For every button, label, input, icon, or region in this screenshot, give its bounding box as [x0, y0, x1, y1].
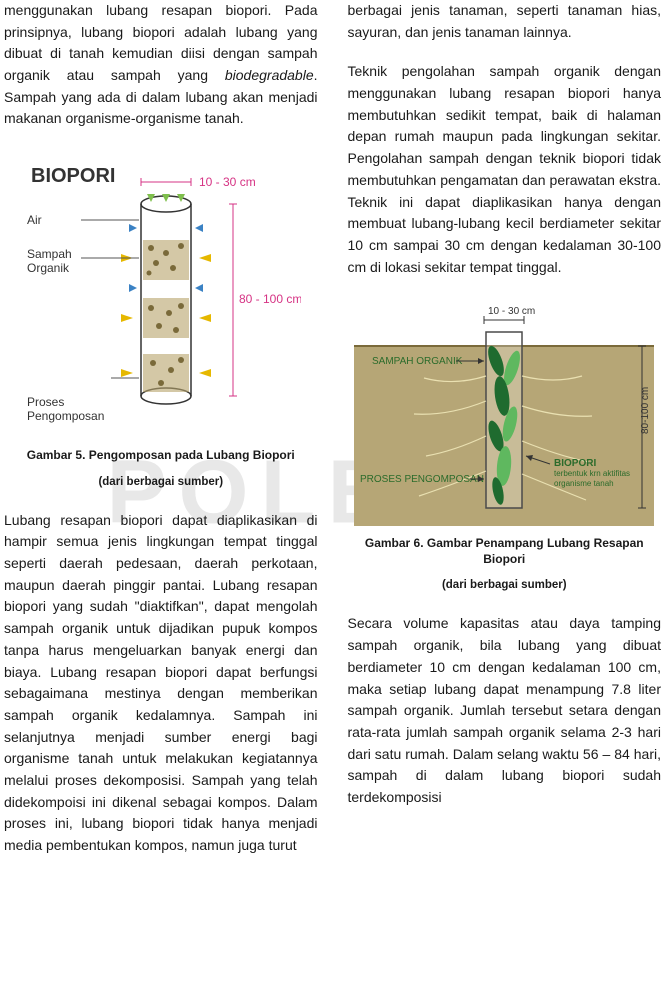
left-column: menggunakan lubang resapan biopori. Pada… — [4, 0, 318, 875]
right-column: berbagai jenis tanaman, seperti tanaman … — [348, 0, 662, 875]
figure-5: BIOPORI 10 - 30 cm — [4, 158, 318, 438]
fig6-width-dim: 10 - 30 cm — [488, 306, 535, 317]
figure-6: 10 - 30 cm — [348, 306, 662, 526]
left-para-2: Lubang resapan biopori dapat diaplikasik… — [4, 510, 318, 857]
right-para-2: Teknik pengolahan sampah organik dengan … — [348, 61, 662, 278]
fig6-label-biopori3: organisme tanah — [554, 479, 614, 488]
left-para-1-italic: biodegradable — [225, 67, 314, 83]
fig5-organic-fill-icon — [143, 240, 189, 392]
fig6-label-sampah: SAMPAH ORGANIK — [372, 356, 463, 367]
fig6-label-proses: PROSES PENGOMPOSAN — [360, 474, 484, 485]
left-para-1: menggunakan lubang resapan biopori. Pada… — [4, 0, 318, 130]
figure-5-source: (dari berbagai sumber) — [4, 476, 318, 488]
figure-5-caption: Gambar 5. Pengomposan pada Lubang Biopor… — [4, 448, 318, 464]
figure-6-source: (dari berbagai sumber) — [348, 579, 662, 591]
fig5-label-pengomposan: Pengomposan — [27, 409, 104, 423]
fig5-title: BIOPORI — [31, 165, 115, 187]
fig5-label-sampah: Sampah — [27, 247, 72, 261]
fig6-depth-dim: 80-100 cm — [640, 387, 651, 434]
fig5-width-dim: 10 - 30 cm — [199, 175, 256, 189]
figure-6-svg: 10 - 30 cm — [354, 306, 654, 526]
fig6-label-biopori2: terbentuk krn aktifitas — [554, 469, 630, 478]
right-para-1: berbagai jenis tanaman, seperti tanaman … — [348, 0, 662, 43]
figure-6-caption: Gambar 6. Gambar Penampang Lubang Resapa… — [348, 536, 662, 567]
page-columns: menggunakan lubang resapan biopori. Pada… — [0, 0, 665, 875]
fig5-depth-dim: 80 - 100 cm — [239, 292, 301, 306]
right-para-3: Secara volume kapasitas atau daya tampin… — [348, 613, 662, 808]
fig5-label-air: Air — [27, 213, 42, 227]
fig6-label-biopori1: BIOPORI — [554, 458, 596, 469]
fig5-label-organik: Organik — [27, 261, 70, 275]
fig5-label-proses: Proses — [27, 395, 64, 409]
figure-5-svg: BIOPORI 10 - 30 cm — [21, 158, 301, 438]
fig5-air-arrows-icon — [147, 194, 185, 202]
